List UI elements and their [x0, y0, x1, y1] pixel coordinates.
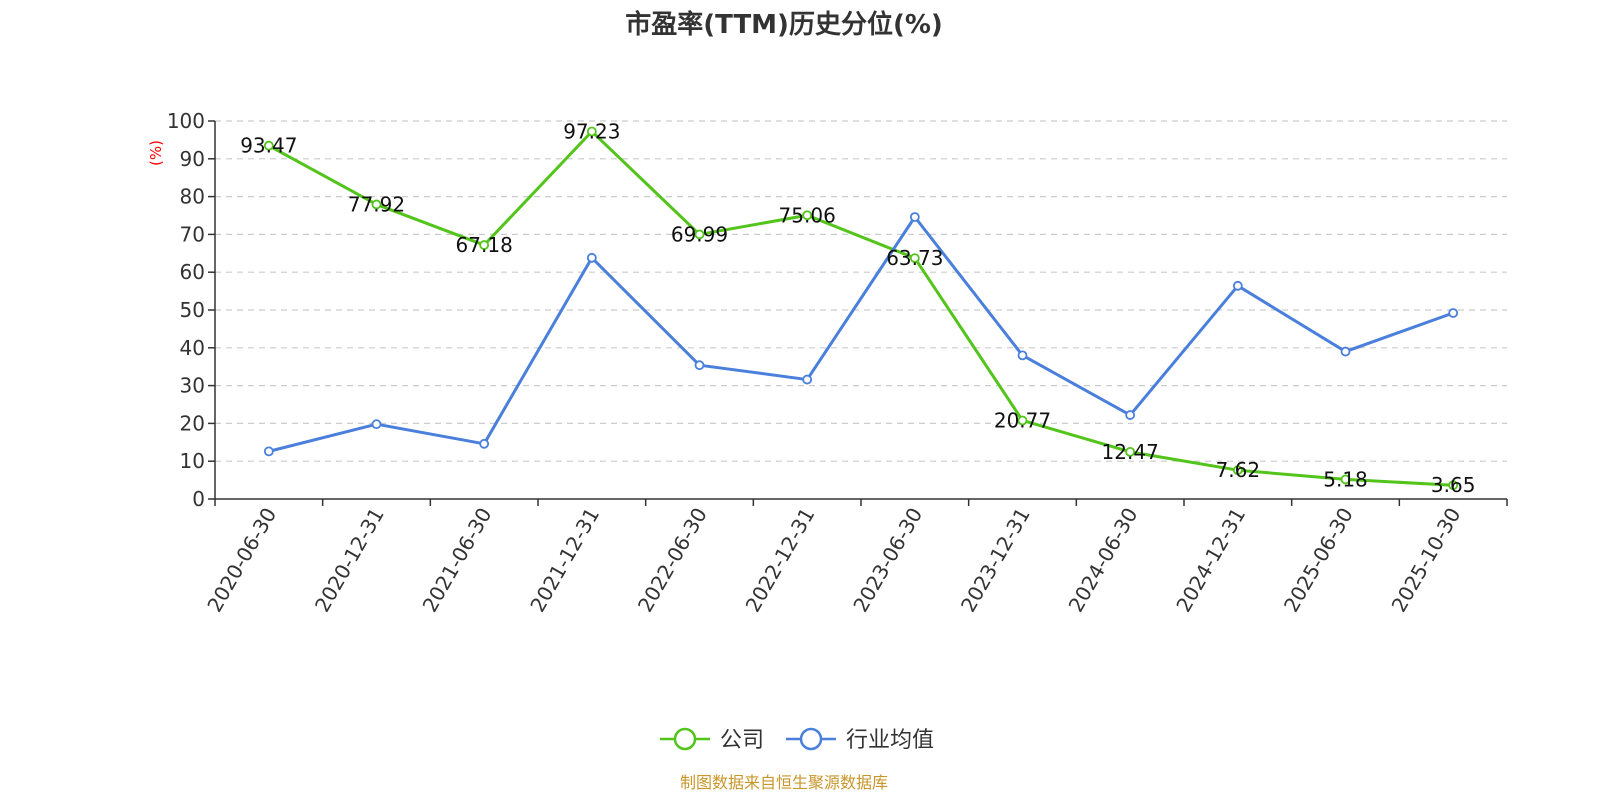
data-point[interactable]: [371, 419, 382, 430]
data-point[interactable]: [909, 212, 920, 222]
data-point[interactable]: [802, 210, 813, 221]
series-lines: [263, 126, 1459, 491]
y-tick-label: 50: [180, 298, 205, 322]
y-tick-label: 40: [180, 336, 205, 360]
data-label: 97.23: [563, 119, 620, 143]
data-source-note: 制图数据来自恒生聚源数据库: [680, 773, 888, 792]
y-tick-label: 10: [180, 449, 205, 473]
x-tick-label: 2023-12-31: [956, 504, 1035, 617]
y-tick-label: 100: [167, 109, 205, 133]
data-label: 5.18: [1323, 467, 1368, 491]
x-tick-label: 2020-12-31: [310, 504, 389, 617]
axes: [208, 120, 1508, 506]
data-point[interactable]: [479, 438, 490, 449]
x-tick-label: 2025-10-30: [1387, 504, 1466, 617]
grid-lines: [215, 120, 1507, 462]
data-point[interactable]: [802, 374, 813, 385]
data-point[interactable]: [371, 199, 382, 210]
data-point[interactable]: [1017, 415, 1028, 426]
legend-item-2[interactable]: 行业均值: [786, 727, 934, 753]
data-point[interactable]: [479, 240, 490, 250]
series-line: [268, 215, 1454, 453]
y-tick-label: 70: [180, 222, 205, 246]
x-tick-label: 2023-06-30: [848, 503, 927, 616]
data-label: 77.92: [348, 192, 405, 216]
data-point[interactable]: [1340, 474, 1351, 485]
x-tick-label: 2021-06-30: [418, 503, 497, 616]
data-label: 12.47: [1102, 440, 1159, 464]
x-tick-labels: 2020-06-30 2020-12-31 2021-06-30 2021-12-31…: [202, 503, 1465, 616]
data-label: 3.65: [1431, 473, 1476, 497]
series-1: [263, 126, 1459, 491]
data-label: 69.99: [671, 222, 728, 246]
x-tick-label: 2022-06-30: [633, 504, 712, 617]
x-tick-label: 2024-12-31: [1171, 504, 1250, 617]
data-label: 20.77: [994, 408, 1051, 432]
legend[interactable]: 公司 行业均值: [660, 727, 934, 753]
data-point[interactable]: [1232, 465, 1243, 476]
data-label: 93.47: [240, 134, 297, 158]
series-line: [268, 129, 1454, 487]
x-tick-label: 2022-12-31: [741, 504, 820, 617]
legend-label: 公司: [720, 728, 764, 753]
legend-marker: [799, 727, 823, 751]
legend-label: 行业均值: [846, 728, 934, 753]
data-point[interactable]: [694, 229, 705, 240]
y-tick-label: 60: [180, 260, 205, 284]
data-point[interactable]: [1448, 480, 1459, 491]
y-tick-label: 30: [180, 374, 205, 398]
data-label: 67.18: [456, 233, 513, 257]
data-point[interactable]: [586, 126, 597, 137]
y-tick-labels: 0 10 20 30 40 50 60 70 80 90 100: [167, 109, 205, 511]
chart-title: 市盈率(TTM)历史分位(%): [625, 9, 943, 40]
data-point[interactable]: [1125, 410, 1136, 420]
data-point[interactable]: [586, 252, 597, 263]
data-point[interactable]: [1340, 346, 1351, 357]
data-label: 7.62: [1216, 458, 1261, 482]
y-tick-label: 90: [180, 147, 205, 171]
data-labels: 93.47 77.92 67.18 97.23 69.99 75.06 63.73 20.77…: [240, 119, 1475, 497]
data-point[interactable]: [1017, 350, 1028, 361]
y-axis-label: (%): [147, 140, 165, 166]
data-point[interactable]: [263, 140, 274, 151]
data-point[interactable]: [263, 446, 274, 457]
y-tick-label: 80: [180, 185, 205, 209]
data-point[interactable]: [1232, 280, 1243, 291]
data-label: 75.06: [779, 203, 836, 227]
data-label: 63.73: [886, 246, 943, 270]
legend-item-1[interactable]: 公司: [660, 727, 764, 753]
x-tick-label: 2025-06-30: [1279, 504, 1358, 617]
y-tick-label: 20: [180, 411, 205, 435]
x-tick-label: 2020-06-30: [202, 504, 281, 617]
data-point[interactable]: [1448, 308, 1459, 318]
series-2: [263, 212, 1459, 457]
x-tick-label: 2024-06-30: [1064, 504, 1143, 617]
y-tick-label: 0: [192, 487, 205, 511]
x-tick-label: 2021-12-31: [525, 504, 604, 617]
data-point[interactable]: [909, 253, 920, 264]
legend-marker: [673, 727, 697, 751]
data-point[interactable]: [1125, 446, 1136, 457]
data-point[interactable]: [694, 360, 705, 371]
